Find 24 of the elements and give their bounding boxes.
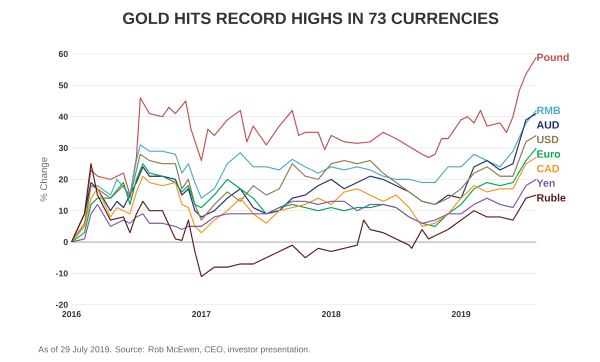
- series-label: RMB: [537, 106, 560, 114]
- y-tick-label: 60: [58, 51, 68, 58]
- series-label: USD: [537, 136, 558, 144]
- y-tick-label: 0: [64, 239, 68, 246]
- series-label: Yen: [536, 180, 555, 187]
- y-tick-label: 40: [58, 114, 68, 120]
- chart-title: GOLD HITS RECORD HIGHS IN 73 CURRENCIES: [123, 12, 498, 24]
- y-tick-label: 10: [59, 208, 68, 214]
- series-label: Pound: [537, 53, 569, 62]
- y-tick-label: -20: [56, 302, 68, 308]
- series-label: Euro: [537, 150, 560, 158]
- x-tick-label: 2016: [62, 311, 81, 318]
- x-tick-label: 2017: [192, 311, 211, 318]
- text: As of 29 July 2019. Source: Rob McEwen, CEO, investor presentation.: [38, 346, 310, 354]
- series-label: AUD: [536, 121, 559, 129]
- y-tick-label: -10: [56, 270, 68, 277]
- series-label: CAD: [536, 165, 559, 173]
- y-axis-title: % Change: [40, 158, 50, 202]
- series-label: Ruble: [537, 194, 566, 202]
- y-tick-label: 20: [58, 176, 68, 183]
- y-tick-label: 50: [58, 82, 68, 89]
- x-tick-label: 2019: [452, 311, 470, 318]
- y-tick-label: 30: [58, 145, 68, 152]
- x-tick-label: 2018: [322, 311, 341, 318]
